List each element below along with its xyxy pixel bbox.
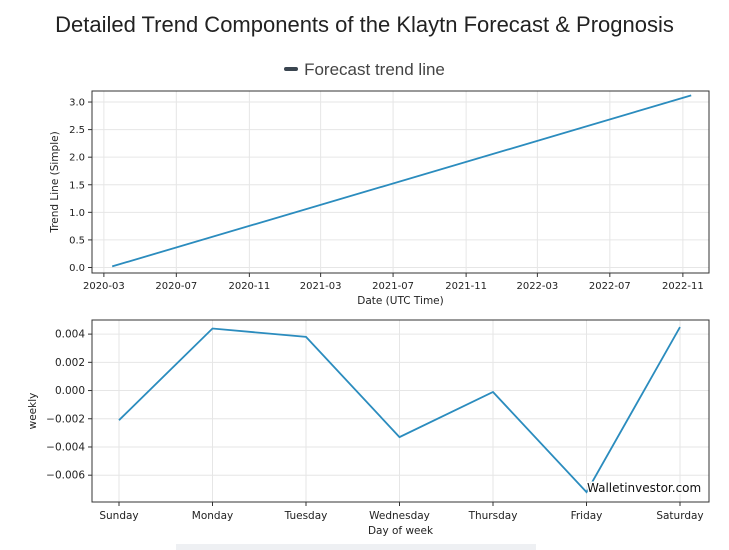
x-tick-label: 2021-03 [300, 281, 342, 292]
y-tick-label: 1.5 [69, 180, 85, 191]
x-tick-label: Monday [192, 510, 233, 522]
y-axis-label: Trend Line (Simple) [49, 131, 61, 233]
x-tick-label: 2021-11 [445, 281, 487, 292]
x-tick-label: 2022-03 [516, 281, 558, 292]
y-axis-label: weekly [27, 393, 39, 430]
plot-frame [91, 319, 710, 503]
y-tick-label: 3.0 [69, 98, 85, 109]
x-tick-label: Friday [571, 510, 603, 522]
y-tick-label: −0.002 [46, 413, 85, 425]
x-tick-label: Tuesday [284, 510, 328, 522]
x-tick-label: 2021-07 [372, 281, 414, 292]
legend: Forecast trend line [0, 60, 729, 80]
x-tick-label: 2020-07 [155, 281, 197, 292]
chart-title: Detailed Trend Components of the Klaytn … [55, 12, 674, 37]
y-tick-label: 0.5 [69, 235, 85, 246]
x-tick-label: 2020-11 [228, 281, 270, 292]
x-tick-label: Saturday [656, 510, 703, 522]
x-tick-label: Wednesday [369, 510, 430, 522]
x-axis-label: Day of week [368, 525, 434, 537]
y-tick-label: 0.004 [55, 329, 85, 341]
x-tick-label: 2022-11 [662, 281, 704, 292]
y-tick-label: 2.5 [69, 125, 85, 136]
y-tick-label: 0.000 [55, 385, 85, 397]
x-tick-label: Sunday [99, 510, 138, 522]
plot-frame [91, 90, 710, 274]
trend-series-line [111, 94, 692, 268]
x-tick-label: 2022-07 [589, 281, 631, 292]
footer-bar [176, 544, 536, 550]
legend-label: Forecast trend line [304, 60, 445, 79]
x-tick-label: Thursday [468, 510, 518, 522]
y-tick-label: 0.0 [69, 263, 85, 274]
x-tick-label: 2020-03 [83, 281, 125, 292]
x-axis-label: Date (UTC Time) [357, 295, 443, 307]
weekly-series-line [118, 326, 681, 494]
legend-swatch [284, 66, 299, 71]
y-tick-label: 0.002 [55, 357, 85, 369]
y-tick-label: 2.0 [69, 153, 85, 164]
y-tick-label: 1.0 [69, 208, 85, 219]
y-tick-label: −0.006 [46, 470, 85, 482]
y-tick-label: −0.004 [46, 441, 85, 453]
watermark: Walletinvestor.com [587, 481, 701, 495]
